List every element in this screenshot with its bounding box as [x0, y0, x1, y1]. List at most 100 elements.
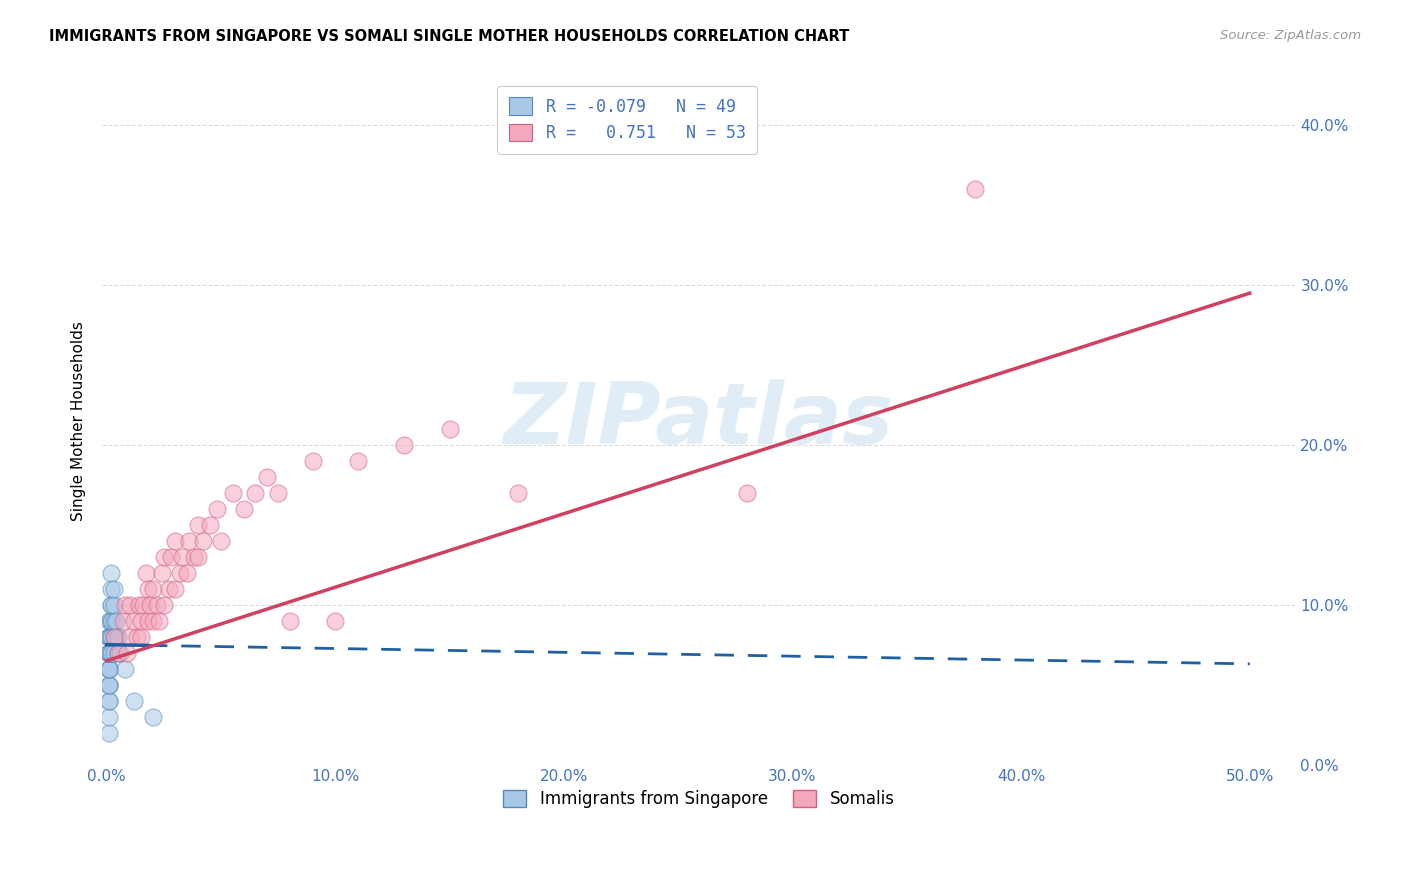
- Point: [169, 566, 191, 580]
- Point: [232, 501, 254, 516]
- Point: [98, 646, 121, 660]
- Point: [98, 678, 121, 692]
- Point: [141, 582, 163, 596]
- Point: [98, 614, 121, 628]
- Point: [176, 566, 198, 580]
- Point: [221, 486, 243, 500]
- Point: [98, 630, 121, 644]
- Point: [103, 614, 125, 628]
- Point: [98, 662, 121, 676]
- Point: [122, 693, 145, 707]
- Y-axis label: Single Mother Households: Single Mother Households: [72, 321, 86, 521]
- Point: [508, 486, 530, 500]
- Point: [98, 709, 121, 723]
- Point: [98, 646, 121, 660]
- Point: [100, 598, 122, 612]
- Point: [136, 582, 159, 596]
- Point: [111, 614, 134, 628]
- Point: [172, 549, 194, 564]
- Point: [129, 614, 152, 628]
- Point: [100, 566, 122, 580]
- Point: [107, 630, 129, 644]
- Point: [100, 598, 122, 612]
- Point: [98, 630, 121, 644]
- Point: [278, 614, 301, 628]
- Point: [157, 582, 180, 596]
- Point: [132, 598, 155, 612]
- Point: [98, 630, 121, 644]
- Point: [256, 470, 278, 484]
- Point: [187, 517, 209, 532]
- Point: [129, 630, 152, 644]
- Point: [139, 598, 162, 612]
- Point: [183, 549, 205, 564]
- Point: [98, 678, 121, 692]
- Point: [439, 422, 461, 436]
- Point: [103, 646, 125, 660]
- Point: [98, 662, 121, 676]
- Point: [98, 725, 121, 739]
- Point: [117, 646, 139, 660]
- Point: [965, 182, 987, 196]
- Point: [150, 566, 173, 580]
- Point: [107, 646, 129, 660]
- Point: [110, 646, 132, 660]
- Point: [141, 614, 163, 628]
- Point: [100, 630, 122, 644]
- Point: [98, 646, 121, 660]
- Point: [107, 646, 129, 660]
- Point: [98, 662, 121, 676]
- Point: [153, 598, 176, 612]
- Point: [136, 614, 159, 628]
- Point: [392, 438, 415, 452]
- Point: [325, 614, 347, 628]
- Point: [98, 646, 121, 660]
- Point: [100, 614, 122, 628]
- Point: [98, 662, 121, 676]
- Point: [267, 486, 290, 500]
- Point: [100, 614, 122, 628]
- Point: [98, 630, 121, 644]
- Text: IMMIGRANTS FROM SINGAPORE VS SOMALI SINGLE MOTHER HOUSEHOLDS CORRELATION CHART: IMMIGRANTS FROM SINGAPORE VS SOMALI SING…: [49, 29, 849, 44]
- Point: [245, 486, 267, 500]
- Point: [146, 598, 169, 612]
- Point: [118, 630, 141, 644]
- Point: [141, 709, 163, 723]
- Point: [125, 630, 148, 644]
- Point: [191, 533, 214, 548]
- Point: [114, 662, 136, 676]
- Legend: Immigrants from Singapore, Somalis: Immigrants from Singapore, Somalis: [496, 783, 901, 814]
- Point: [122, 614, 145, 628]
- Point: [103, 598, 125, 612]
- Point: [100, 646, 122, 660]
- Point: [100, 630, 122, 644]
- Point: [118, 598, 141, 612]
- Point: [153, 549, 176, 564]
- Point: [100, 582, 122, 596]
- Point: [114, 598, 136, 612]
- Point: [103, 582, 125, 596]
- Point: [98, 630, 121, 644]
- Point: [98, 678, 121, 692]
- Point: [347, 454, 370, 468]
- Point: [209, 533, 232, 548]
- Point: [165, 582, 187, 596]
- Point: [100, 646, 122, 660]
- Point: [98, 630, 121, 644]
- Point: [104, 630, 127, 644]
- Point: [301, 454, 323, 468]
- Point: [187, 549, 209, 564]
- Point: [103, 630, 125, 644]
- Point: [177, 533, 200, 548]
- Text: ZIPatlas: ZIPatlas: [503, 379, 894, 462]
- Point: [98, 646, 121, 660]
- Point: [135, 566, 157, 580]
- Point: [159, 549, 181, 564]
- Point: [98, 646, 121, 660]
- Point: [205, 501, 228, 516]
- Point: [98, 693, 121, 707]
- Point: [104, 614, 127, 628]
- Point: [148, 614, 170, 628]
- Text: Source: ZipAtlas.com: Source: ZipAtlas.com: [1220, 29, 1361, 42]
- Point: [98, 646, 121, 660]
